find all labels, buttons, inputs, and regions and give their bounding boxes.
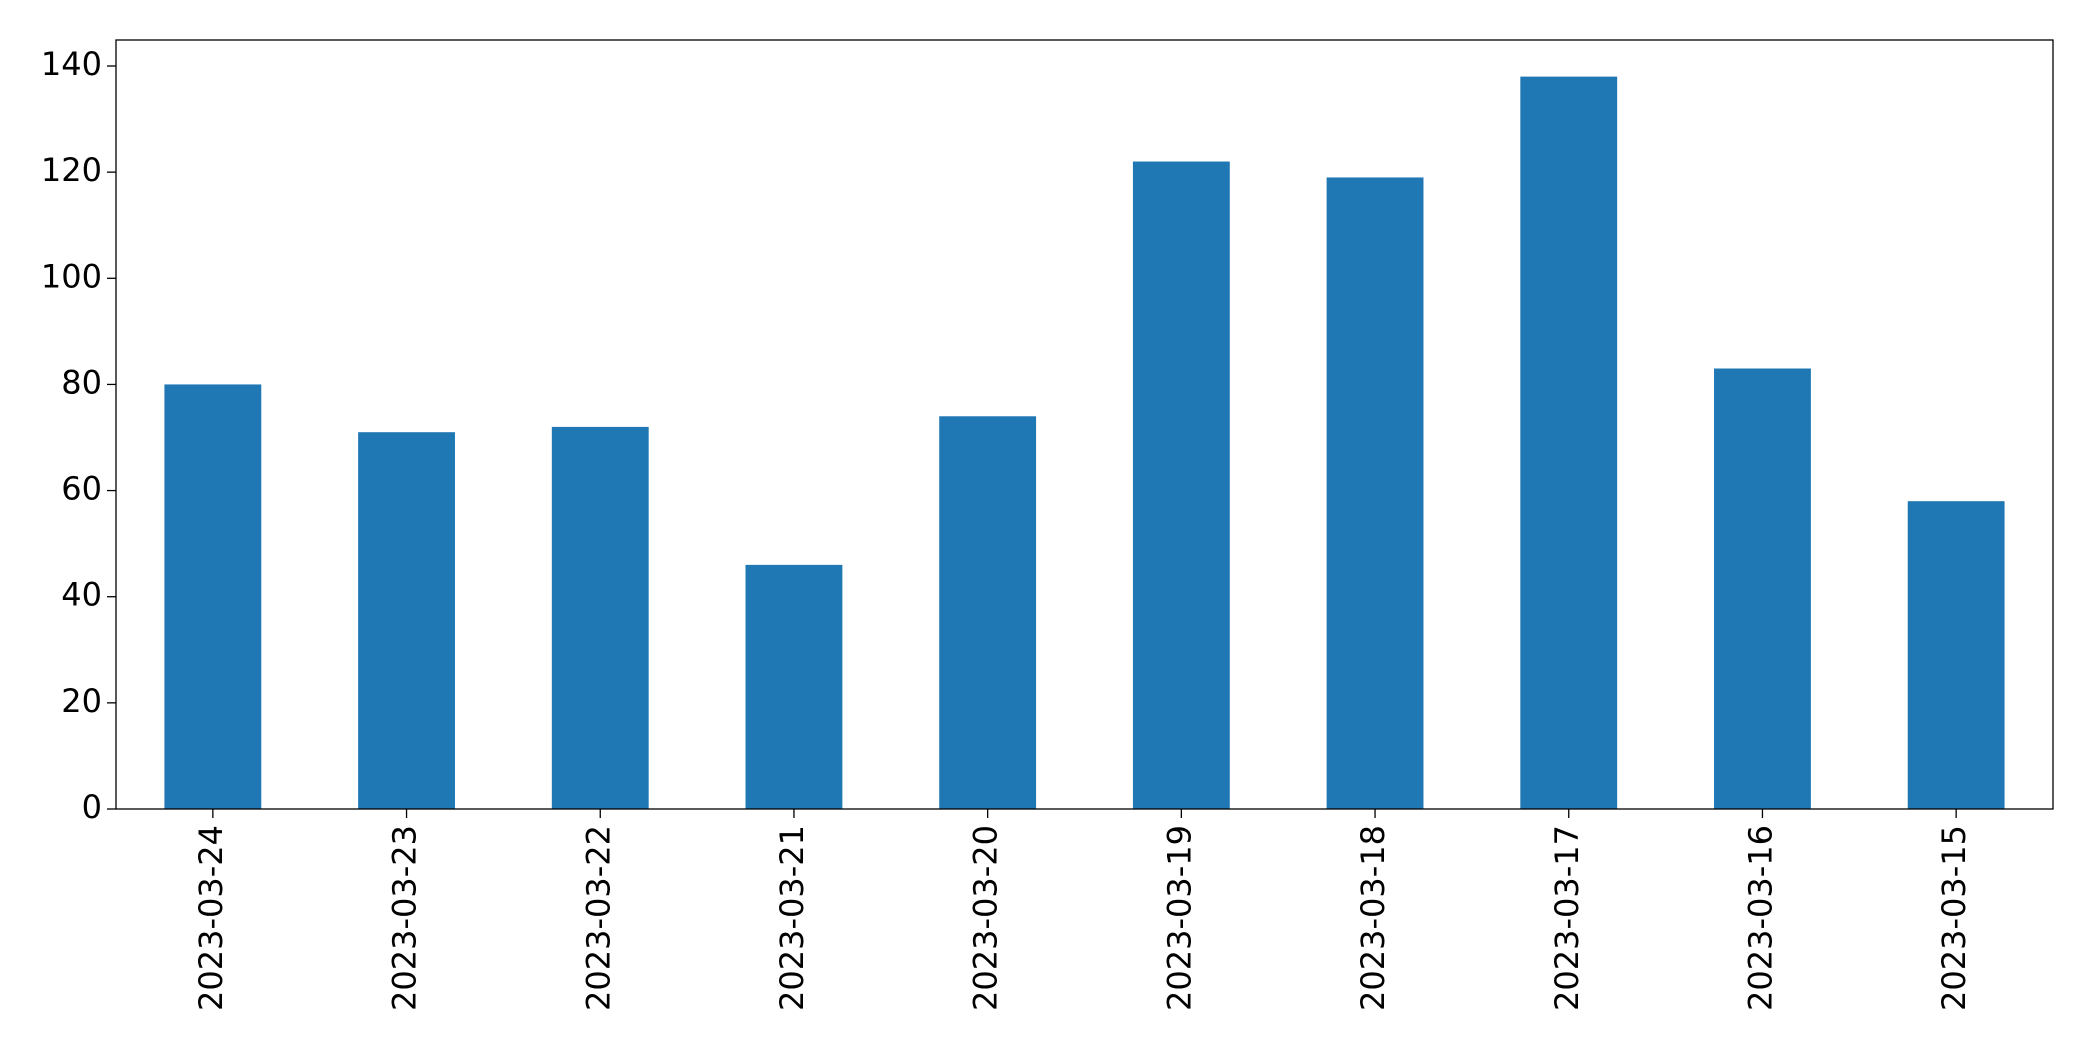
plot-frame: [115, 39, 2054, 810]
x-tick-label: 2023-03-22: [579, 825, 617, 1011]
bar: [1132, 161, 1230, 809]
bar: [745, 564, 843, 809]
bar: [358, 432, 455, 809]
x-tick-label: 2023-03-16: [1741, 825, 1779, 1011]
x-tick-label: 2023-03-19: [1160, 825, 1198, 1011]
y-tick-label: 0: [82, 788, 102, 826]
y-tick-label: 140: [41, 45, 102, 83]
x-tick-label: 2023-03-17: [1548, 825, 1586, 1011]
y-tick-label: 60: [61, 470, 102, 508]
y-tick-label: 120: [41, 151, 102, 189]
x-tick-label: 2023-03-20: [967, 825, 1005, 1011]
bar: [1907, 501, 2005, 809]
x-tick-label: 2023-03-21: [773, 825, 811, 1011]
x-tick-label: 2023-03-18: [1354, 825, 1392, 1011]
y-tick-label: 100: [41, 257, 102, 295]
bar: [1326, 177, 1424, 809]
bar: [1520, 76, 1618, 810]
y-tick-label: 80: [61, 363, 102, 401]
bar: [551, 426, 649, 809]
x-tick-label: 2023-03-24: [192, 825, 230, 1011]
bar: [939, 416, 1037, 809]
y-tick-label: 20: [61, 682, 102, 720]
bar: [1714, 368, 1811, 809]
x-tick-label: 2023-03-15: [1935, 825, 1973, 1011]
x-tick-label: 2023-03-23: [386, 825, 424, 1011]
bar: [164, 384, 262, 809]
y-tick-label: 40: [61, 576, 102, 614]
